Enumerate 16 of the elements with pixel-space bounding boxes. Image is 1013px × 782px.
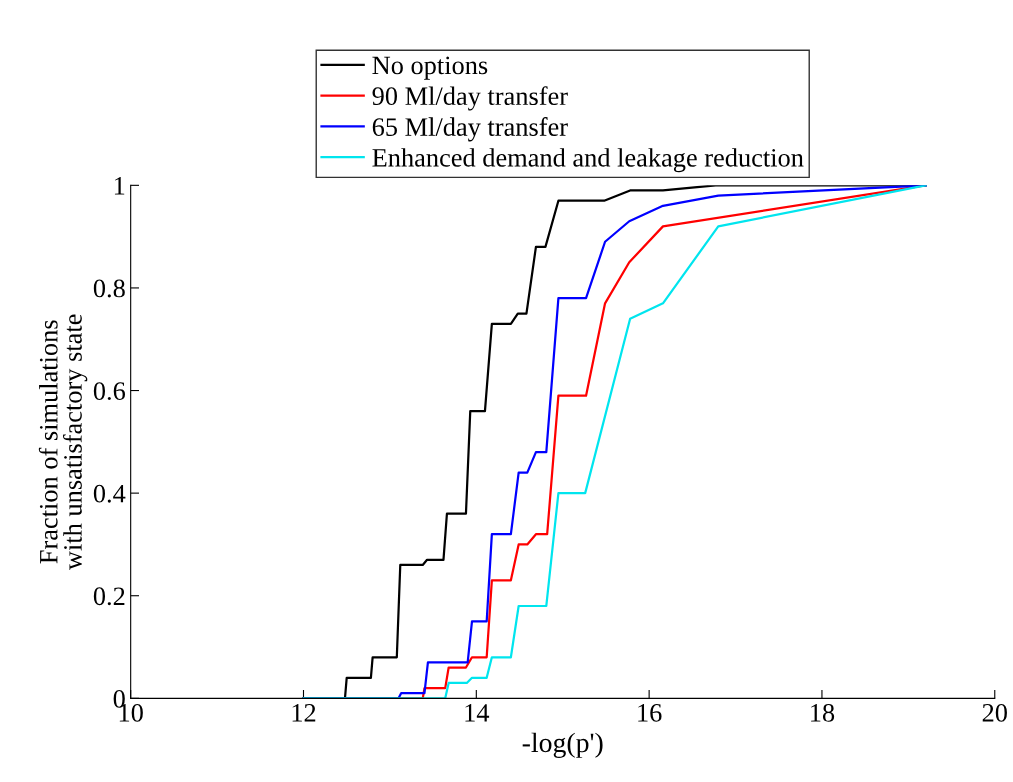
legend-label: No options bbox=[372, 56, 488, 80]
x-tick-label: 12 bbox=[292, 704, 316, 722]
x-tick-label: 16 bbox=[638, 704, 662, 722]
y-tick-label: 0.6 bbox=[93, 382, 126, 401]
legend-label: 90 Ml/day transfer bbox=[372, 86, 568, 111]
legend-label: 65 Ml/day transfer bbox=[372, 117, 568, 142]
x-axis-title: -log(p') bbox=[522, 732, 603, 758]
y-tick-label: 0.4 bbox=[93, 484, 126, 503]
x-tick-label: 18 bbox=[811, 703, 835, 722]
legend-label: Enhanced demand and leakage reduction bbox=[372, 148, 804, 173]
y-tick-label: 0.2 bbox=[93, 587, 125, 606]
x-tick-label: 20 bbox=[982, 703, 1007, 722]
y-tick-label: 0.8 bbox=[93, 279, 125, 298]
y-tick-label: 1 bbox=[114, 177, 125, 195]
y-axis-title: Fraction of simulations with unsatisfactory state bbox=[38, 314, 88, 571]
x-tick-label: 14 bbox=[465, 704, 490, 722]
